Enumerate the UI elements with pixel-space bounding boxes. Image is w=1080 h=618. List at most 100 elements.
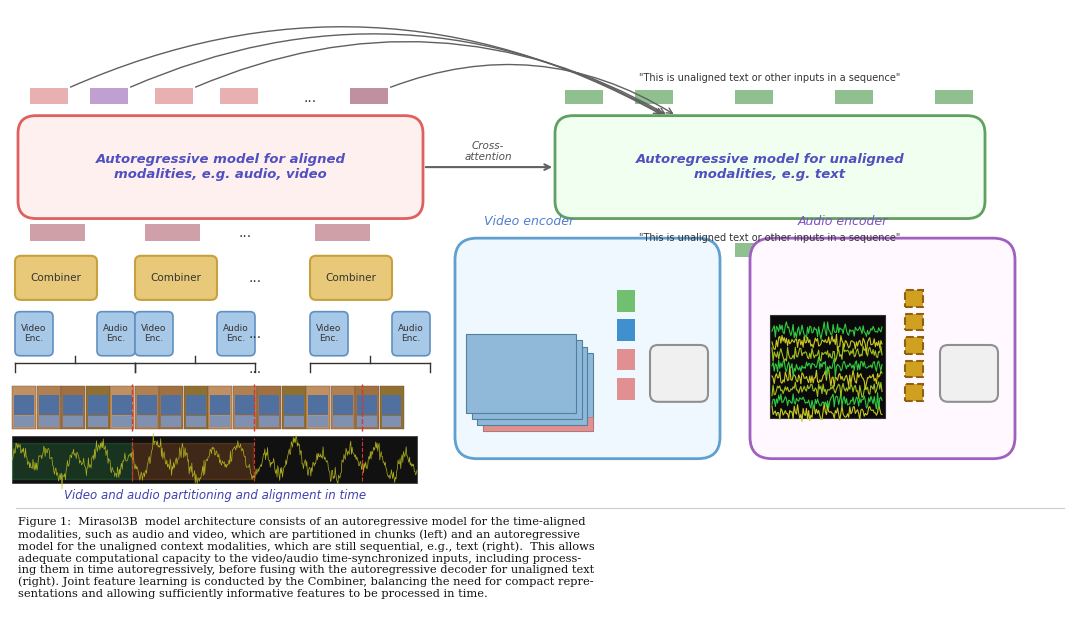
Text: ...: ...: [303, 91, 316, 105]
FancyBboxPatch shape: [555, 116, 985, 219]
FancyBboxPatch shape: [234, 415, 255, 427]
FancyBboxPatch shape: [392, 311, 430, 356]
FancyBboxPatch shape: [381, 415, 402, 427]
FancyBboxPatch shape: [350, 88, 388, 104]
Text: Audio
Enc.: Audio Enc.: [224, 324, 248, 344]
Text: "This is unaligned text or other inputs in a sequence": "This is unaligned text or other inputs …: [639, 74, 901, 83]
FancyBboxPatch shape: [905, 337, 923, 353]
FancyBboxPatch shape: [617, 320, 635, 341]
FancyBboxPatch shape: [308, 415, 328, 427]
FancyBboxPatch shape: [217, 311, 255, 356]
Text: Audio
Enc.: Audio Enc.: [399, 324, 423, 344]
FancyBboxPatch shape: [650, 345, 708, 402]
FancyBboxPatch shape: [186, 395, 205, 415]
Text: ViT: ViT: [669, 367, 689, 380]
FancyBboxPatch shape: [30, 224, 85, 241]
FancyBboxPatch shape: [63, 415, 83, 427]
FancyBboxPatch shape: [85, 386, 109, 430]
Text: ViT: ViT: [959, 367, 980, 380]
FancyBboxPatch shape: [87, 415, 108, 427]
FancyBboxPatch shape: [257, 386, 281, 430]
FancyBboxPatch shape: [905, 361, 923, 378]
Text: Combiner: Combiner: [325, 273, 377, 283]
Text: ...: ...: [248, 271, 261, 285]
FancyBboxPatch shape: [14, 395, 33, 415]
Text: Video
Enc.: Video Enc.: [316, 324, 341, 344]
FancyBboxPatch shape: [145, 224, 200, 241]
FancyBboxPatch shape: [306, 386, 330, 430]
FancyBboxPatch shape: [135, 311, 173, 356]
Text: Audio
Enc.: Audio Enc.: [103, 324, 129, 344]
FancyBboxPatch shape: [940, 345, 998, 402]
FancyBboxPatch shape: [12, 436, 417, 483]
FancyBboxPatch shape: [617, 290, 635, 311]
FancyBboxPatch shape: [87, 395, 108, 415]
FancyBboxPatch shape: [357, 415, 377, 427]
FancyBboxPatch shape: [112, 395, 132, 415]
FancyBboxPatch shape: [110, 386, 134, 430]
FancyBboxPatch shape: [283, 395, 303, 415]
FancyBboxPatch shape: [14, 415, 33, 427]
FancyBboxPatch shape: [835, 90, 873, 104]
Text: ...: ...: [239, 226, 252, 240]
FancyBboxPatch shape: [333, 395, 352, 415]
FancyBboxPatch shape: [935, 243, 973, 256]
FancyBboxPatch shape: [333, 415, 352, 427]
FancyBboxPatch shape: [60, 386, 85, 430]
FancyBboxPatch shape: [565, 243, 603, 256]
FancyBboxPatch shape: [90, 88, 129, 104]
FancyBboxPatch shape: [156, 88, 193, 104]
FancyBboxPatch shape: [483, 417, 593, 431]
Text: Autoregressive model for aligned
modalities, e.g. audio, video: Autoregressive model for aligned modalit…: [95, 153, 346, 181]
FancyBboxPatch shape: [15, 311, 53, 356]
FancyBboxPatch shape: [735, 90, 773, 104]
FancyBboxPatch shape: [220, 88, 258, 104]
FancyBboxPatch shape: [159, 386, 183, 430]
FancyBboxPatch shape: [282, 386, 306, 430]
FancyBboxPatch shape: [210, 415, 230, 427]
FancyBboxPatch shape: [18, 116, 423, 219]
FancyBboxPatch shape: [208, 386, 232, 430]
Text: Cross-
attention: Cross- attention: [464, 141, 512, 162]
FancyBboxPatch shape: [136, 395, 157, 415]
FancyBboxPatch shape: [905, 290, 923, 307]
FancyBboxPatch shape: [477, 347, 588, 425]
Text: Autoregressive model for unaligned
modalities, e.g. text: Autoregressive model for unaligned modal…: [636, 153, 904, 181]
FancyBboxPatch shape: [39, 415, 58, 427]
FancyBboxPatch shape: [635, 90, 673, 104]
FancyBboxPatch shape: [935, 90, 973, 104]
FancyBboxPatch shape: [483, 353, 503, 431]
FancyBboxPatch shape: [259, 415, 279, 427]
Text: Video
Enc.: Video Enc.: [22, 324, 46, 344]
Text: ...: ...: [248, 362, 261, 376]
Text: Figure 1:  Mirasol3B  model architecture consists of an autoregressive model for: Figure 1: Mirasol3B model architecture c…: [18, 517, 595, 599]
Text: ...: ...: [248, 327, 261, 341]
FancyBboxPatch shape: [905, 384, 923, 401]
Text: Audio encoder: Audio encoder: [798, 215, 888, 229]
FancyBboxPatch shape: [283, 415, 303, 427]
FancyBboxPatch shape: [905, 313, 923, 330]
FancyBboxPatch shape: [308, 395, 328, 415]
FancyBboxPatch shape: [330, 386, 354, 430]
Text: Combiner: Combiner: [30, 273, 81, 283]
FancyBboxPatch shape: [15, 256, 97, 300]
FancyBboxPatch shape: [472, 341, 582, 419]
FancyBboxPatch shape: [161, 415, 181, 427]
FancyBboxPatch shape: [310, 256, 392, 300]
FancyBboxPatch shape: [135, 386, 159, 430]
FancyBboxPatch shape: [835, 243, 873, 256]
FancyBboxPatch shape: [161, 395, 181, 415]
Text: Video and audio partitioning and alignment in time: Video and audio partitioning and alignme…: [64, 489, 366, 502]
FancyBboxPatch shape: [315, 224, 370, 241]
Text: "This is unaligned text or other inputs in a sequence": "This is unaligned text or other inputs …: [639, 233, 901, 243]
FancyBboxPatch shape: [455, 238, 720, 459]
Text: Combiner: Combiner: [150, 273, 202, 283]
FancyBboxPatch shape: [617, 378, 635, 400]
FancyBboxPatch shape: [63, 395, 83, 415]
FancyBboxPatch shape: [467, 334, 577, 413]
FancyBboxPatch shape: [379, 386, 404, 430]
FancyBboxPatch shape: [355, 386, 379, 430]
FancyBboxPatch shape: [12, 386, 36, 430]
FancyBboxPatch shape: [184, 386, 207, 430]
FancyBboxPatch shape: [136, 415, 157, 427]
